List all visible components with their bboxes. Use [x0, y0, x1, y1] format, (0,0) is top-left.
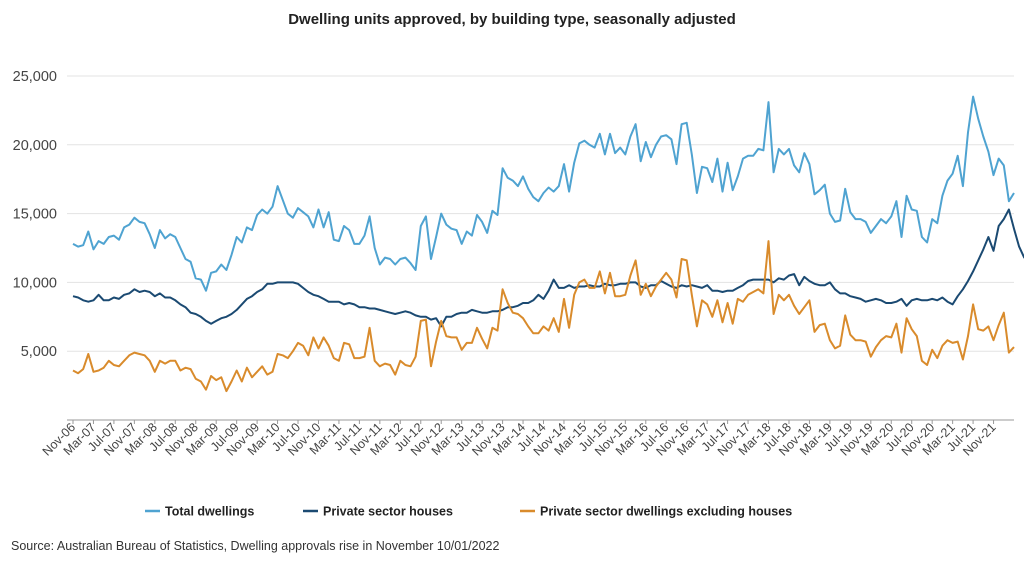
series-line-1	[72, 95, 1015, 292]
y-tick-label: 20,000	[13, 138, 57, 154]
y-tick-label: 15,000	[13, 207, 57, 223]
y-tick-label: 5,000	[21, 344, 57, 360]
legend-label: Private sector dwellings excluding house…	[540, 505, 792, 519]
legend: Total dwellings Private sector houses Priv…	[145, 505, 792, 519]
chart-title: Dwelling units approved, by building typ…	[288, 11, 736, 28]
y-axis: 5,000 10,000 15,000 20,000 25,000	[13, 69, 57, 360]
legend-label: Private sector houses	[323, 505, 453, 519]
series-line-3	[72, 240, 1015, 393]
series-line-2	[72, 208, 1024, 328]
source-note: Source: Australian Bureau of Statistics,…	[11, 539, 500, 553]
y-tick-label: 10,000	[13, 275, 57, 291]
plot-area	[72, 95, 1024, 393]
y-tick-label: 25,000	[13, 69, 57, 85]
legend-label: Total dwellings	[165, 505, 254, 519]
gridlines	[67, 75, 1014, 352]
x-axis: Nov-06Mar-07Jul-07Nov-07Mar-08Jul-08Nov-…	[40, 420, 999, 459]
